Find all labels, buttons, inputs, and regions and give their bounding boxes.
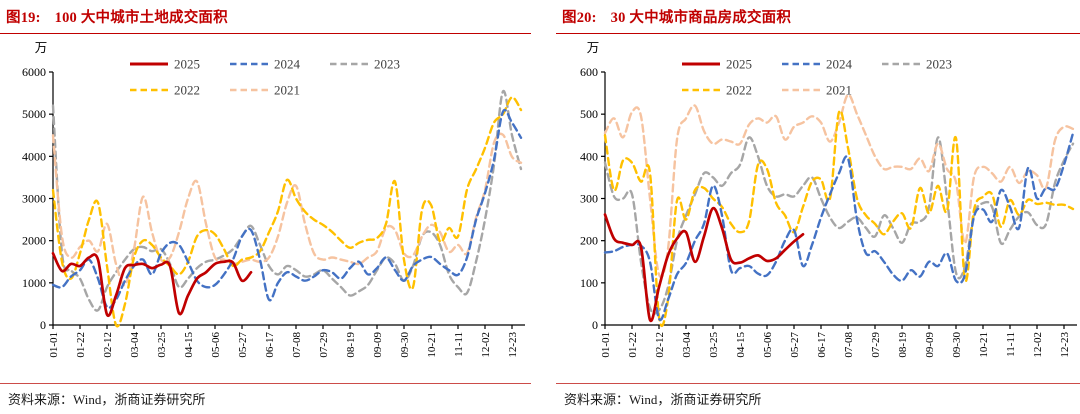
x-axis-label: 11-11 [453,332,465,357]
x-axis-label: 11-11 [1005,332,1017,357]
y-axis-label: 400 [580,149,598,163]
x-axis-label: 10-21 [426,332,438,358]
series-line-2022 [51,96,523,328]
x-axis-label: 06-17 [816,332,828,358]
x-axis-label: 09-30 [399,332,411,358]
legend-label: 2022 [726,83,752,98]
source-text: 资料来源：Wind，浙商证券研究所 [564,392,762,407]
title-rule [0,33,531,34]
x-axis-label: 05-27 [789,332,801,358]
series-line-2021 [603,93,1075,279]
chart-canvas: 0 100 200 300 400 500 600 万 01-01 01-22 02-12 03-04… [580,41,1077,358]
x-axis-label: 12-23 [507,332,519,358]
legend-label: 2021 [826,83,852,98]
y-axis-label: 600 [580,65,598,79]
series-line-2025 [603,206,805,323]
figure-1: 图19: 100 大中城市土地成交面积 0 1000 2000 3000 4000 5000… [0,6,531,407]
legend: 2025 2024 2023 2022 2021 [682,57,952,98]
figure-title-text: 30 大中城市商品房成交面积 [610,10,792,26]
y-axis-label: 5000 [22,107,46,121]
series-line-2025 [51,251,253,318]
chart-canvas: 0 1000 2000 3000 4000 5000 6000 万 01-01 01-22 02-1… [22,41,525,358]
x-axis-label: 09-09 [924,332,936,358]
x-axis-label: 08-19 [345,332,357,358]
x-axis-label: 03-25 [708,332,720,358]
x-axis-label: 01-01 [48,332,60,358]
x-axis-label: 02-12 [102,332,114,358]
y-axis-label: 500 [580,107,598,121]
figure-number: 图20: [562,10,597,26]
x-axis-label: 05-06 [210,332,222,358]
y-axis-label: 4000 [22,149,46,163]
y-unit-label: 万 [587,41,600,55]
x-axis-label: 03-04 [129,332,141,358]
y-unit-label: 万 [35,41,48,55]
y-axis-label: 200 [580,234,598,248]
x-axis-label: 06-17 [264,332,276,358]
x-axis-label: 05-06 [762,332,774,358]
x-axis-label: 01-01 [600,332,612,358]
series-line-2024 [51,108,523,310]
y-axis-label: 100 [580,276,598,290]
x-axis-label: 08-19 [897,332,909,358]
y-axis-label: 1000 [22,276,46,290]
x-axis-label: 07-08 [291,332,303,358]
figure-title-text: 100 大中城市土地成交面积 [54,10,228,26]
legend-label: 2021 [274,83,300,98]
legend-label: 2024 [274,57,301,72]
figure-title: 图19: 100 大中城市土地成交面积 [6,6,228,27]
x-axis-label: 12-02 [1032,332,1044,358]
legend-label: 2023 [926,57,952,72]
source-rule [0,383,531,384]
y-axis-label: 300 [580,192,598,206]
figure-number: 图19: [6,10,41,26]
x-axis-label: 09-09 [372,332,384,358]
x-axis-label: 10-21 [978,332,990,358]
legend: 2025 2024 2023 2022 2021 [130,57,400,98]
legend-label: 2025 [726,57,752,72]
x-axis-label: 01-22 [75,332,87,358]
legend-label: 2025 [174,57,200,72]
y-axis-label: 2000 [22,234,46,248]
x-axis-label: 07-29 [870,332,882,358]
legend-label: 2023 [374,57,400,72]
legend-label: 2022 [174,83,200,98]
y-axis-label: 0 [40,318,46,332]
x-axis-label: 07-29 [318,332,330,358]
series-line-2024 [603,131,1075,322]
x-axis-label: 12-23 [1059,332,1071,358]
figure-2: 图20: 30 大中城市商品房成交面积 0 100 200 300 400 500 600 万 0… [540,0,1080,414]
source-text: 资料来源：Wind，浙商证券研究所 [8,392,206,407]
title-rule [556,33,1080,34]
legend-label: 2024 [826,57,853,72]
x-axis-label: 05-27 [237,332,249,358]
x-axis-label: 12-02 [480,332,492,358]
y-axis-label: 6000 [22,65,46,79]
x-axis-label: 02-12 [654,332,666,358]
x-axis-label: 07-08 [843,332,855,358]
y-axis-label: 0 [592,318,598,332]
series-line-2023 [51,90,523,312]
source-rule [556,383,1080,384]
figure-title: 图20: 30 大中城市商品房成交面积 [562,6,791,27]
x-axis-label: 03-25 [156,332,168,358]
series-line-2022 [603,109,1075,327]
x-axis-label: 01-22 [627,332,639,358]
x-axis-label: 04-15 [183,332,195,358]
y-axis-label: 3000 [22,192,46,206]
x-axis-label: 03-04 [681,332,693,358]
x-axis-label: 09-30 [951,332,963,358]
x-axis-label: 04-15 [735,332,747,358]
